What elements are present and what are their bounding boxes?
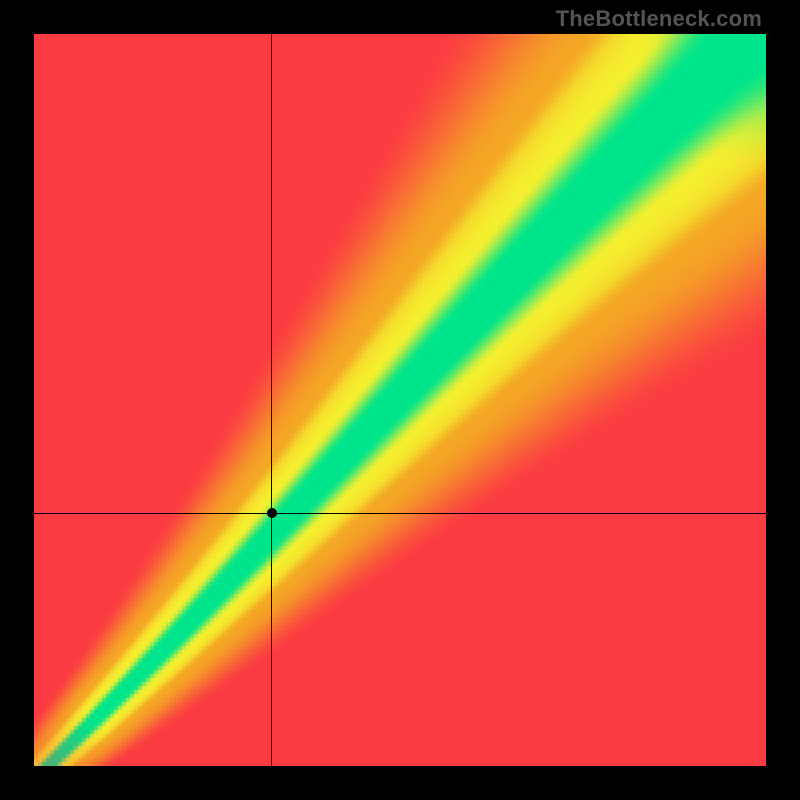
crosshair-marker [267, 508, 277, 518]
crosshair-vertical [271, 34, 272, 766]
crosshair-horizontal [34, 513, 766, 514]
heatmap-canvas [34, 34, 766, 766]
watermark-text: TheBottleneck.com [556, 6, 762, 32]
chart-container: TheBottleneck.com [0, 0, 800, 800]
